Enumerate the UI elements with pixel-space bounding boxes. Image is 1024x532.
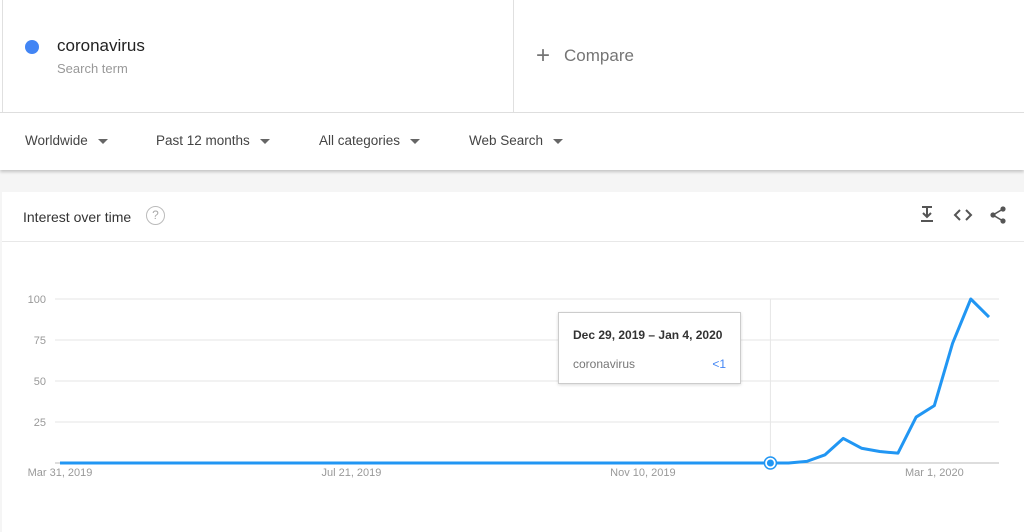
- filter-category[interactable]: All categories: [319, 133, 421, 148]
- share-icon[interactable]: [989, 206, 1007, 229]
- filter-search-type[interactable]: Web Search: [469, 133, 564, 148]
- tooltip-date: Dec 29, 2019 – Jan 4, 2020: [573, 328, 723, 342]
- search-term-card[interactable]: coronavirus Search term: [2, 0, 514, 113]
- caret-down-icon: [410, 138, 421, 144]
- filter-label: Past 12 months: [156, 133, 250, 148]
- x-tick-label: Nov 10, 2019: [610, 467, 675, 479]
- tooltip-value: <1: [712, 357, 726, 371]
- compare-button[interactable]: + Compare: [536, 42, 634, 69]
- y-tick-label: 50: [34, 376, 46, 388]
- highlight-point: [766, 459, 774, 467]
- filter-label: Worldwide: [25, 133, 88, 148]
- filter-time[interactable]: Past 12 months: [156, 133, 270, 148]
- term-color-dot: [25, 40, 39, 54]
- search-header: coronavirus Search term + Compare: [0, 0, 1024, 113]
- y-tick-label: 25: [34, 417, 46, 429]
- y-tick-label: 100: [28, 294, 46, 306]
- card-title: Interest over time: [23, 209, 132, 225]
- search-term-name: coronavirus: [57, 36, 145, 55]
- y-tick-label: 75: [34, 335, 46, 347]
- tooltip-term: coronavirus: [573, 357, 636, 371]
- divider: [2, 241, 1024, 242]
- help-circle-icon[interactable]: ?: [146, 206, 165, 225]
- x-tick-label: Jul 21, 2019: [321, 467, 381, 479]
- filter-bar: Worldwide Past 12 months All categories …: [0, 113, 1024, 170]
- filter-label: Web Search: [469, 133, 544, 148]
- interest-over-time-card: Interest over time ?: [2, 192, 1024, 532]
- compare-label: Compare: [564, 46, 634, 65]
- x-tick-label: Mar 31, 2019: [28, 467, 93, 479]
- caret-down-icon: [259, 138, 270, 144]
- plus-icon: +: [536, 42, 551, 69]
- embed-code-icon[interactable]: [953, 206, 973, 229]
- x-tick-label: Mar 1, 2020: [905, 467, 964, 479]
- caret-down-icon: [553, 138, 564, 144]
- search-term-subtitle: Search term: [57, 61, 128, 76]
- chart-tooltip: Dec 29, 2019 – Jan 4, 2020 coronavirus <…: [558, 312, 741, 384]
- filter-label: All categories: [319, 133, 401, 148]
- series-line: [60, 297, 991, 465]
- download-icon[interactable]: [919, 206, 935, 229]
- filter-region[interactable]: Worldwide: [25, 133, 108, 148]
- caret-down-icon: [97, 138, 108, 144]
